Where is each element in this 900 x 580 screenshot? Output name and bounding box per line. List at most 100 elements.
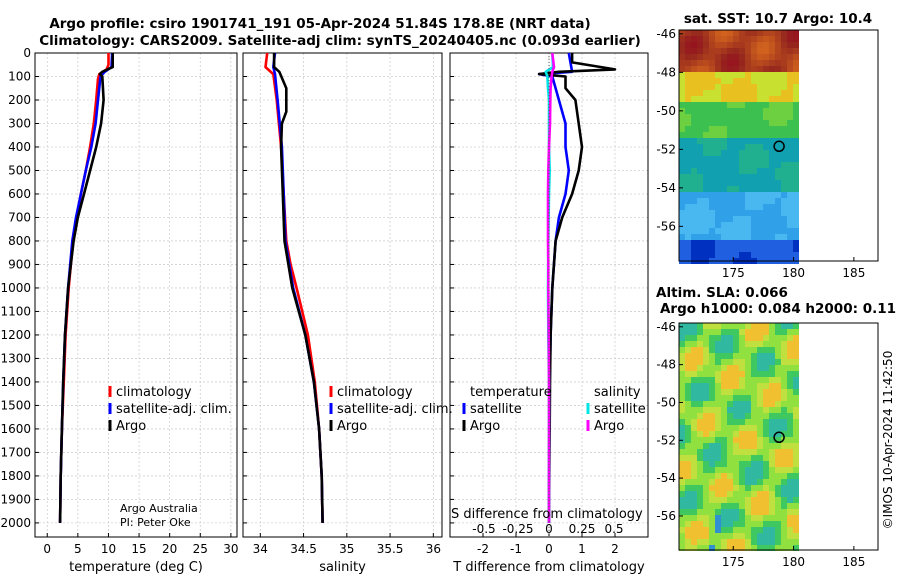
map-pixel bbox=[775, 120, 781, 126]
map-pixel bbox=[739, 545, 745, 551]
map-pixel bbox=[685, 186, 691, 192]
map-pixel bbox=[757, 102, 763, 108]
map-pixel bbox=[727, 341, 733, 347]
map-pixel bbox=[775, 503, 781, 509]
map-pixel bbox=[775, 222, 781, 228]
map-pixel bbox=[715, 467, 721, 473]
map-pixel bbox=[751, 204, 757, 210]
map-pixel bbox=[757, 359, 763, 365]
y-tick-label: 1200 bbox=[0, 328, 31, 342]
map-pixel bbox=[751, 509, 757, 515]
map-pixel bbox=[793, 216, 799, 222]
map-pixel bbox=[739, 407, 745, 413]
map-pixel bbox=[721, 90, 727, 96]
map-pixel bbox=[757, 120, 763, 126]
map-pixel bbox=[769, 186, 775, 192]
map-pixel bbox=[757, 341, 763, 347]
map-pixel bbox=[685, 162, 691, 168]
map-pixel bbox=[679, 389, 685, 395]
map-pixel bbox=[691, 156, 697, 162]
sst-map: 175 180 185-46-48-50-52-54-56 bbox=[656, 27, 879, 280]
map-pixel bbox=[751, 66, 757, 72]
map-pixel bbox=[739, 150, 745, 156]
map-pixel bbox=[697, 395, 703, 401]
y-tick-label: 100 bbox=[8, 69, 31, 83]
map-pixel bbox=[787, 66, 793, 72]
map-pixel bbox=[715, 509, 721, 515]
map-pixel bbox=[787, 497, 793, 503]
map-pixel bbox=[793, 413, 799, 419]
map-pixel bbox=[715, 186, 721, 192]
map-pixel bbox=[721, 323, 727, 329]
map-pixel bbox=[775, 66, 781, 72]
map-pixel bbox=[775, 42, 781, 48]
map-pixel bbox=[733, 240, 739, 246]
map-pixel bbox=[751, 192, 757, 198]
map-pixel bbox=[757, 407, 763, 413]
map-pixel bbox=[697, 365, 703, 371]
x-tick-label: 0 bbox=[545, 542, 553, 556]
map-pixel bbox=[733, 521, 739, 527]
map-pixel bbox=[727, 395, 733, 401]
map-pixel bbox=[685, 335, 691, 341]
map-pixel bbox=[751, 60, 757, 66]
map-pixel bbox=[685, 323, 691, 329]
map-pixel bbox=[679, 485, 685, 491]
map-pixel bbox=[697, 132, 703, 138]
map-pixel bbox=[721, 533, 727, 539]
map-pixel bbox=[685, 377, 691, 383]
map-pixel bbox=[745, 401, 751, 407]
map-pixel bbox=[745, 395, 751, 401]
map-pixel bbox=[775, 72, 781, 78]
map-pixel bbox=[793, 419, 799, 425]
map-pixel bbox=[793, 431, 799, 437]
map-pixel bbox=[715, 66, 721, 72]
map-pixel bbox=[679, 353, 685, 359]
y-tick-label: 600 bbox=[8, 187, 31, 201]
map-pixel bbox=[769, 479, 775, 485]
map-pixel bbox=[739, 503, 745, 509]
map-pixel bbox=[721, 228, 727, 234]
map-pixel bbox=[709, 198, 715, 204]
map-pixel bbox=[733, 168, 739, 174]
map-pixel bbox=[721, 443, 727, 449]
map-pixel bbox=[697, 539, 703, 545]
map-pixel bbox=[745, 174, 751, 180]
map-pixel bbox=[697, 66, 703, 72]
map-pixel bbox=[745, 114, 751, 120]
map-pixel bbox=[703, 222, 709, 228]
map-pixel bbox=[709, 371, 715, 377]
map-pixel bbox=[739, 78, 745, 84]
map-pixel bbox=[679, 431, 685, 437]
map-pixel bbox=[733, 347, 739, 353]
map-pixel bbox=[715, 216, 721, 222]
map-pixel bbox=[775, 114, 781, 120]
map-pixel bbox=[793, 389, 799, 395]
map-pixel bbox=[751, 365, 757, 371]
map-pixel bbox=[763, 491, 769, 497]
map-pixel bbox=[793, 156, 799, 162]
x-tick-label: 15 bbox=[131, 542, 146, 556]
map-pixel bbox=[781, 42, 787, 48]
map-pixel bbox=[733, 54, 739, 60]
map-pixel bbox=[709, 329, 715, 335]
map-pixel bbox=[775, 497, 781, 503]
map-pixel bbox=[793, 246, 799, 252]
map-pixel bbox=[709, 132, 715, 138]
map-pixel bbox=[793, 347, 799, 353]
map-pixel bbox=[793, 443, 799, 449]
map-pixel bbox=[703, 210, 709, 216]
series-line-argo bbox=[58, 53, 114, 523]
map-pixel bbox=[685, 431, 691, 437]
map-pixel bbox=[781, 192, 787, 198]
map-pixel bbox=[727, 503, 733, 509]
map-pixel bbox=[739, 126, 745, 132]
map-pixel bbox=[679, 515, 685, 521]
map-pixel bbox=[739, 228, 745, 234]
map-pixel bbox=[685, 216, 691, 222]
map-pixel bbox=[697, 419, 703, 425]
map-pixel bbox=[733, 48, 739, 54]
map-pixel bbox=[739, 455, 745, 461]
map-pixel bbox=[691, 234, 697, 240]
map-pixel bbox=[691, 515, 697, 521]
